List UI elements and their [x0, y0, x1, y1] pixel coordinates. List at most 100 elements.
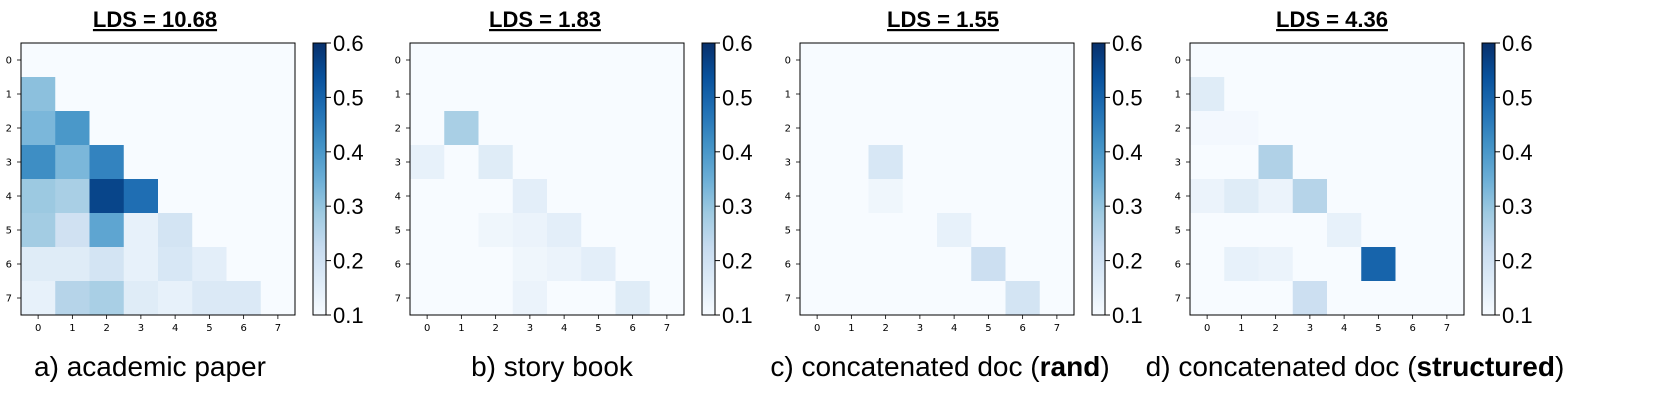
- panel-a-caption: a) academic paper: [34, 351, 266, 382]
- y-tick-label: 3: [395, 158, 401, 169]
- heatmap-cell: [158, 77, 193, 112]
- panel-b-title: LDS = 1.83: [489, 7, 601, 32]
- heatmap-cell: [902, 145, 938, 180]
- heatmap-frame: [1189, 42, 1465, 316]
- y-tick-label: 1: [395, 90, 401, 101]
- heatmap-cell: [1327, 247, 1362, 282]
- heatmap-cell: [260, 179, 296, 214]
- heatmap-cell: [1224, 247, 1259, 282]
- heatmap-cell: [1361, 111, 1396, 146]
- heatmap-cell: [937, 111, 972, 146]
- x-tick-label: 4: [1341, 323, 1347, 334]
- heatmap-cell: [868, 43, 904, 78]
- x-tick-label: 1: [848, 323, 854, 334]
- x-tick-label: 1: [69, 323, 75, 334]
- heatmap-cell: [615, 281, 651, 316]
- heatmap-cell: [123, 179, 159, 214]
- heatmap-cell: [478, 179, 514, 214]
- x-tick-label: 7: [1444, 323, 1450, 334]
- heatmap-cell: [260, 281, 296, 316]
- heatmap-cell: [902, 247, 938, 282]
- heatmap-cell: [1005, 281, 1041, 316]
- heatmap-cell: [123, 247, 159, 282]
- panel-c: LDS = 1.55 0 1 2 3 4 5 6 7 0 1 2 3 4 5 6 7 0.1 0.2 0.3 0.4…: [770, 7, 1142, 382]
- heatmap-cell: [547, 77, 582, 112]
- colorbar-tick-label: 0.2: [722, 249, 753, 274]
- heatmap-cell: [800, 111, 835, 146]
- heatmap-cell: [1292, 77, 1328, 112]
- y-tick-label: 5: [785, 226, 791, 237]
- heatmap-cell: [1258, 213, 1294, 248]
- colorbar-tick-label: 0.5: [1112, 85, 1143, 110]
- heatmap-cell: [1395, 111, 1431, 146]
- y-tick-label: 3: [1175, 158, 1181, 169]
- heatmap-cell: [260, 213, 296, 248]
- heatmap-cell: [444, 77, 479, 112]
- heatmap-cell: [1039, 77, 1075, 112]
- heatmap-cell: [1395, 247, 1431, 282]
- x-tick-label: 0: [814, 323, 820, 334]
- heatmap-cell: [615, 213, 651, 248]
- heatmap-cell: [192, 247, 227, 282]
- heatmap-cell: [89, 145, 125, 180]
- heatmap-cell: [937, 281, 972, 316]
- heatmap-cell: [1258, 145, 1294, 180]
- heatmap-frame: [20, 42, 296, 316]
- heatmap-cell: [512, 145, 548, 180]
- x-tick-label: 5: [595, 323, 601, 334]
- heatmap-cell: [971, 77, 1006, 112]
- heatmap-cell: [649, 179, 685, 214]
- heatmap-cell: [1005, 179, 1041, 214]
- panel-a-heatmap: 0 1 2 3 4 5 6 7 0 1 2 3 4 5 6 7: [6, 42, 296, 334]
- heatmap-cell: [834, 281, 869, 316]
- colorbar-tick-label: 0.6: [1502, 31, 1533, 56]
- heatmap-cell: [55, 111, 90, 146]
- y-tick-label: 0: [395, 56, 401, 67]
- x-tick-label: 3: [917, 323, 923, 334]
- heatmap-cell: [410, 43, 445, 78]
- colorbar-gradient: [701, 42, 716, 316]
- heatmap-cell: [649, 145, 685, 180]
- heatmap-cell: [649, 43, 685, 78]
- heatmap-cell: [512, 179, 548, 214]
- colorbar-tick-label: 0.3: [722, 194, 753, 219]
- heatmap-cell: [89, 281, 125, 316]
- heatmap-cell: [1395, 43, 1431, 78]
- heatmap-cell: [512, 213, 548, 248]
- heatmap-cell: [123, 281, 159, 316]
- heatmap-frame: [799, 42, 1075, 316]
- heatmap-cell: [55, 179, 90, 214]
- heatmap-cell: [547, 145, 582, 180]
- heatmap-cell: [89, 111, 125, 146]
- heatmap-cell: [55, 77, 90, 112]
- heatmap-cell: [478, 281, 514, 316]
- x-tick-label: 6: [1409, 323, 1415, 334]
- heatmap-cell: [902, 77, 938, 112]
- heatmap-cell: [615, 77, 651, 112]
- heatmap-cell: [89, 247, 125, 282]
- heatmap-cell: [89, 179, 125, 214]
- heatmap-cell: [1224, 145, 1259, 180]
- heatmap-cell: [1258, 43, 1294, 78]
- y-tick-label: 5: [6, 226, 12, 237]
- panel-b-caption: b) story book: [471, 351, 634, 382]
- heatmap-cell: [937, 247, 972, 282]
- x-tick-label: 4: [951, 323, 957, 334]
- heatmap-cell: [55, 145, 90, 180]
- heatmap-cell: [1224, 111, 1259, 146]
- heatmap-cell: [1258, 111, 1294, 146]
- heatmap-cell: [581, 281, 616, 316]
- x-tick-label: 5: [206, 323, 212, 334]
- heatmap-cell: [158, 145, 193, 180]
- heatmap-cell: [937, 213, 972, 248]
- heatmap-cell: [1190, 43, 1225, 78]
- heatmap-cell: [971, 43, 1006, 78]
- heatmap-cell: [547, 281, 582, 316]
- heatmap-cell: [55, 213, 90, 248]
- y-tick-label: 7: [785, 294, 791, 305]
- heatmap-cell: [800, 213, 835, 248]
- heatmap-cell: [512, 111, 548, 146]
- x-tick-label: 3: [527, 323, 533, 334]
- heatmap-cell: [868, 213, 904, 248]
